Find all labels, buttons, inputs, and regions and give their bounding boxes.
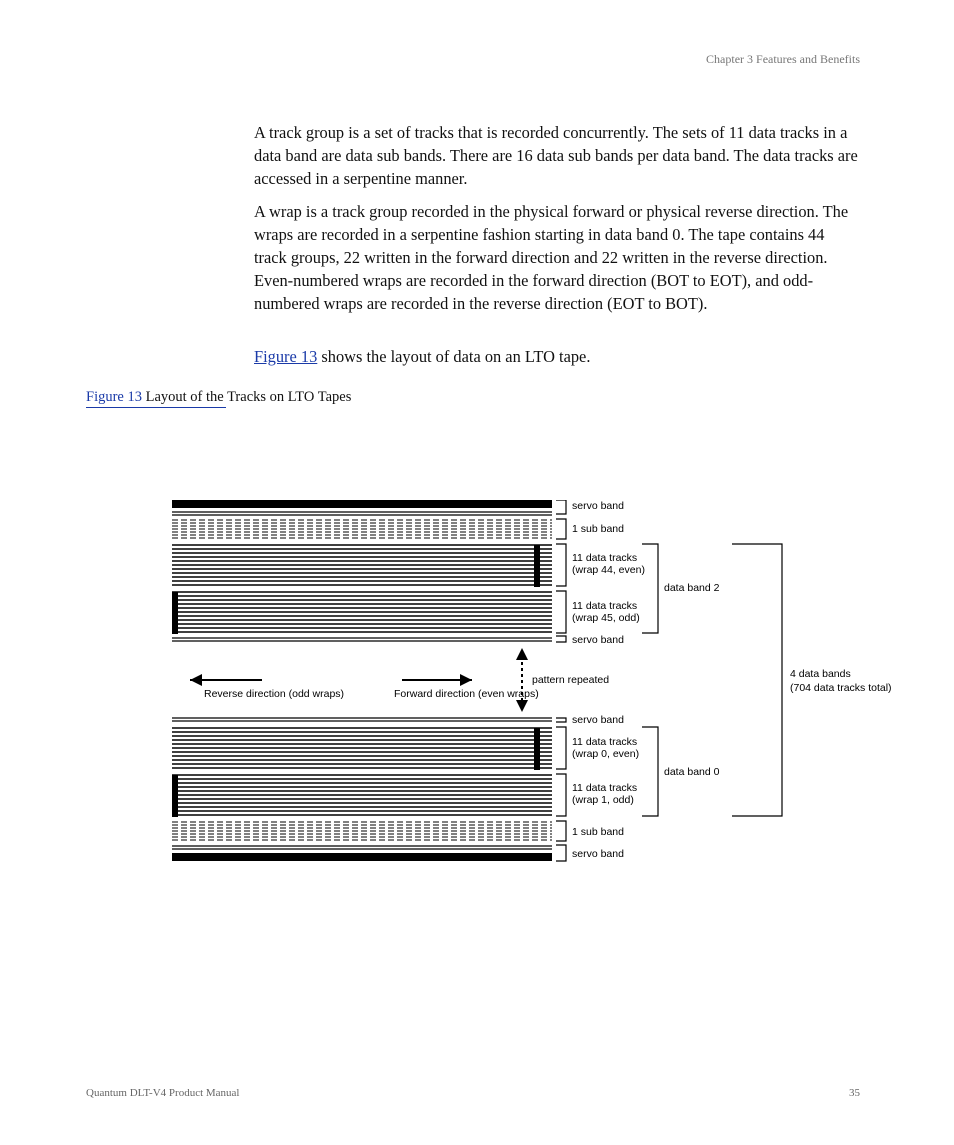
- paragraph-3-rest: shows the layout of data on an LTO tape.: [317, 347, 590, 366]
- page: Chapter 3 Features and Benefits A track …: [0, 0, 954, 1145]
- label-r0-l1: 11 data tracks: [572, 736, 637, 748]
- label-reverse: Reverse direction (odd wraps): [204, 688, 344, 700]
- footer-left: Quantum DLT-V4 Product Manual: [86, 1087, 239, 1099]
- label-r45-l1: 11 data tracks: [572, 600, 637, 612]
- figure-lto-tape-layout: servo band 1 sub band 11 data tracks (wr…: [172, 500, 892, 905]
- figure-caption: Figure 13 Layout of the Tracks on LTO Ta…: [86, 389, 351, 406]
- label-forward: Forward direction (even wraps): [394, 688, 539, 700]
- label-top-subband: 1 sub band: [572, 523, 624, 535]
- label-repeat: pattern repeated: [532, 674, 609, 686]
- paragraph-3: Figure 13 shows the layout of data on an…: [254, 346, 858, 369]
- label-bot-servo-top: servo band: [572, 714, 624, 726]
- figure-caption-label: Figure 13: [86, 389, 142, 405]
- page-header: Chapter 3 Features and Benefits: [706, 52, 860, 67]
- paragraph-2: A wrap is a track group recorded in the …: [254, 201, 858, 316]
- figure-caption-divider: [86, 407, 226, 408]
- label-far-right-2: (704 data tracks total): [790, 682, 892, 694]
- label-r44-l1: 11 data tracks: [572, 552, 637, 564]
- figure-caption-text: Layout of the Tracks on LTO Tapes: [142, 389, 351, 405]
- label-top-servo-bot: servo band: [572, 634, 624, 646]
- page-footer: Quantum DLT-V4 Product Manual 35: [86, 1087, 860, 1099]
- label-bot-subband: 1 sub band: [572, 826, 624, 838]
- top-group: [172, 500, 552, 641]
- label-data-band-0: data band 0: [664, 766, 719, 778]
- footer-right: 35: [849, 1087, 860, 1099]
- figure-svg: [172, 500, 892, 900]
- label-r44-l2: (wrap 44, even): [572, 564, 645, 576]
- figure-ref-link[interactable]: Figure 13: [254, 347, 317, 366]
- label-r0-l2: (wrap 0, even): [572, 748, 639, 760]
- label-r45-l2: (wrap 45, odd): [572, 612, 640, 624]
- paragraph-1: A track group is a set of tracks that is…: [254, 122, 858, 191]
- label-far-right-1: 4 data bands: [790, 668, 851, 680]
- label-r1-l2: (wrap 1, odd): [572, 794, 634, 806]
- label-bot-servo-bot: servo band: [572, 848, 624, 860]
- label-top-servo-top: servo band: [572, 500, 624, 512]
- label-data-band-2: data band 2: [664, 582, 719, 594]
- label-r1-l1: 11 data tracks: [572, 782, 637, 794]
